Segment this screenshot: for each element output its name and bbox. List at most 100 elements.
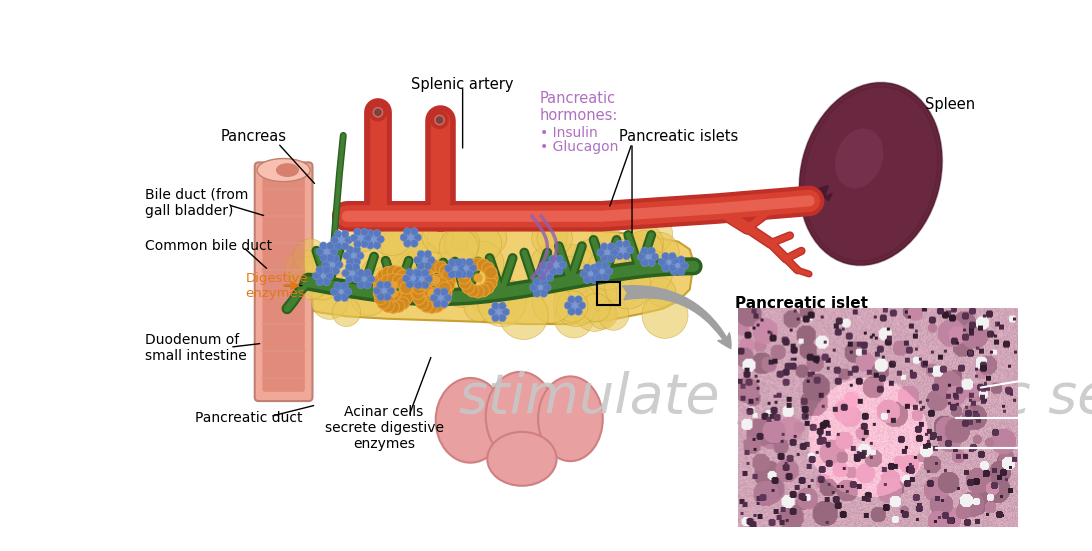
Circle shape (574, 296, 582, 304)
Circle shape (325, 255, 333, 263)
Circle shape (586, 280, 617, 311)
Circle shape (667, 262, 675, 269)
Circle shape (625, 224, 664, 263)
Circle shape (436, 277, 448, 290)
Circle shape (389, 289, 397, 298)
Circle shape (477, 259, 489, 271)
Circle shape (388, 254, 423, 289)
Circle shape (411, 228, 418, 235)
Text: stimulate pancreatic secretion: stimulate pancreatic secretion (459, 371, 1092, 424)
Circle shape (392, 274, 405, 287)
Circle shape (352, 276, 360, 283)
Circle shape (346, 258, 354, 266)
Circle shape (440, 288, 448, 296)
Circle shape (293, 239, 327, 273)
Circle shape (566, 272, 603, 310)
Circle shape (465, 271, 474, 278)
Circle shape (488, 308, 496, 316)
Circle shape (646, 278, 676, 306)
Circle shape (458, 272, 471, 284)
Circle shape (416, 274, 424, 282)
Circle shape (532, 283, 571, 323)
Circle shape (413, 268, 420, 276)
Circle shape (442, 268, 482, 307)
Circle shape (382, 300, 394, 312)
Circle shape (666, 259, 672, 265)
Circle shape (605, 262, 651, 309)
Circle shape (491, 314, 499, 322)
Circle shape (375, 274, 387, 287)
Circle shape (473, 222, 507, 255)
Circle shape (464, 291, 495, 321)
Circle shape (311, 282, 348, 320)
Circle shape (530, 246, 568, 283)
Circle shape (628, 250, 673, 294)
Circle shape (587, 271, 594, 277)
Circle shape (613, 237, 651, 275)
Circle shape (648, 247, 655, 255)
Circle shape (343, 252, 351, 260)
Circle shape (549, 268, 557, 276)
Circle shape (672, 258, 679, 266)
Circle shape (539, 278, 548, 285)
Circle shape (439, 287, 452, 299)
Circle shape (537, 220, 572, 256)
Circle shape (378, 297, 390, 309)
Circle shape (434, 300, 441, 307)
Circle shape (459, 271, 466, 278)
Ellipse shape (276, 163, 299, 177)
Circle shape (532, 220, 567, 256)
Circle shape (626, 230, 663, 268)
Text: Pancreas: Pancreas (221, 129, 286, 144)
Circle shape (334, 294, 342, 301)
Circle shape (401, 268, 434, 300)
Circle shape (382, 274, 394, 287)
Circle shape (331, 236, 339, 244)
Circle shape (406, 280, 414, 288)
Circle shape (378, 289, 390, 301)
Circle shape (330, 248, 337, 256)
Circle shape (583, 259, 620, 297)
Circle shape (401, 287, 414, 299)
Circle shape (285, 250, 322, 288)
Circle shape (444, 264, 452, 272)
Circle shape (651, 253, 658, 261)
Ellipse shape (799, 83, 941, 265)
Circle shape (499, 302, 507, 310)
Circle shape (533, 278, 541, 285)
Circle shape (414, 234, 422, 241)
Circle shape (407, 242, 439, 274)
Circle shape (417, 262, 425, 270)
Circle shape (354, 275, 361, 283)
Circle shape (288, 257, 331, 300)
Circle shape (345, 276, 353, 283)
Circle shape (321, 261, 330, 268)
Circle shape (353, 246, 360, 253)
Circle shape (466, 284, 479, 297)
Circle shape (459, 264, 466, 272)
Circle shape (436, 116, 443, 124)
Text: • Insulin: • Insulin (539, 126, 597, 140)
Text: Pancreatic duct: Pancreatic duct (194, 411, 302, 425)
Circle shape (316, 266, 323, 274)
Circle shape (455, 258, 463, 266)
FancyBboxPatch shape (254, 163, 312, 401)
Circle shape (320, 242, 328, 250)
Circle shape (482, 282, 494, 294)
Circle shape (349, 270, 356, 276)
Circle shape (344, 288, 352, 296)
Circle shape (413, 293, 425, 305)
Text: Pancreatic islets: Pancreatic islets (619, 129, 738, 144)
Circle shape (546, 274, 554, 282)
Circle shape (320, 273, 327, 279)
Circle shape (557, 291, 587, 322)
Circle shape (591, 276, 598, 284)
Circle shape (427, 289, 437, 298)
Circle shape (587, 249, 628, 290)
Circle shape (400, 282, 413, 294)
Circle shape (335, 261, 343, 268)
Circle shape (574, 307, 582, 315)
Circle shape (397, 277, 410, 290)
Circle shape (677, 256, 685, 263)
Circle shape (364, 281, 371, 289)
